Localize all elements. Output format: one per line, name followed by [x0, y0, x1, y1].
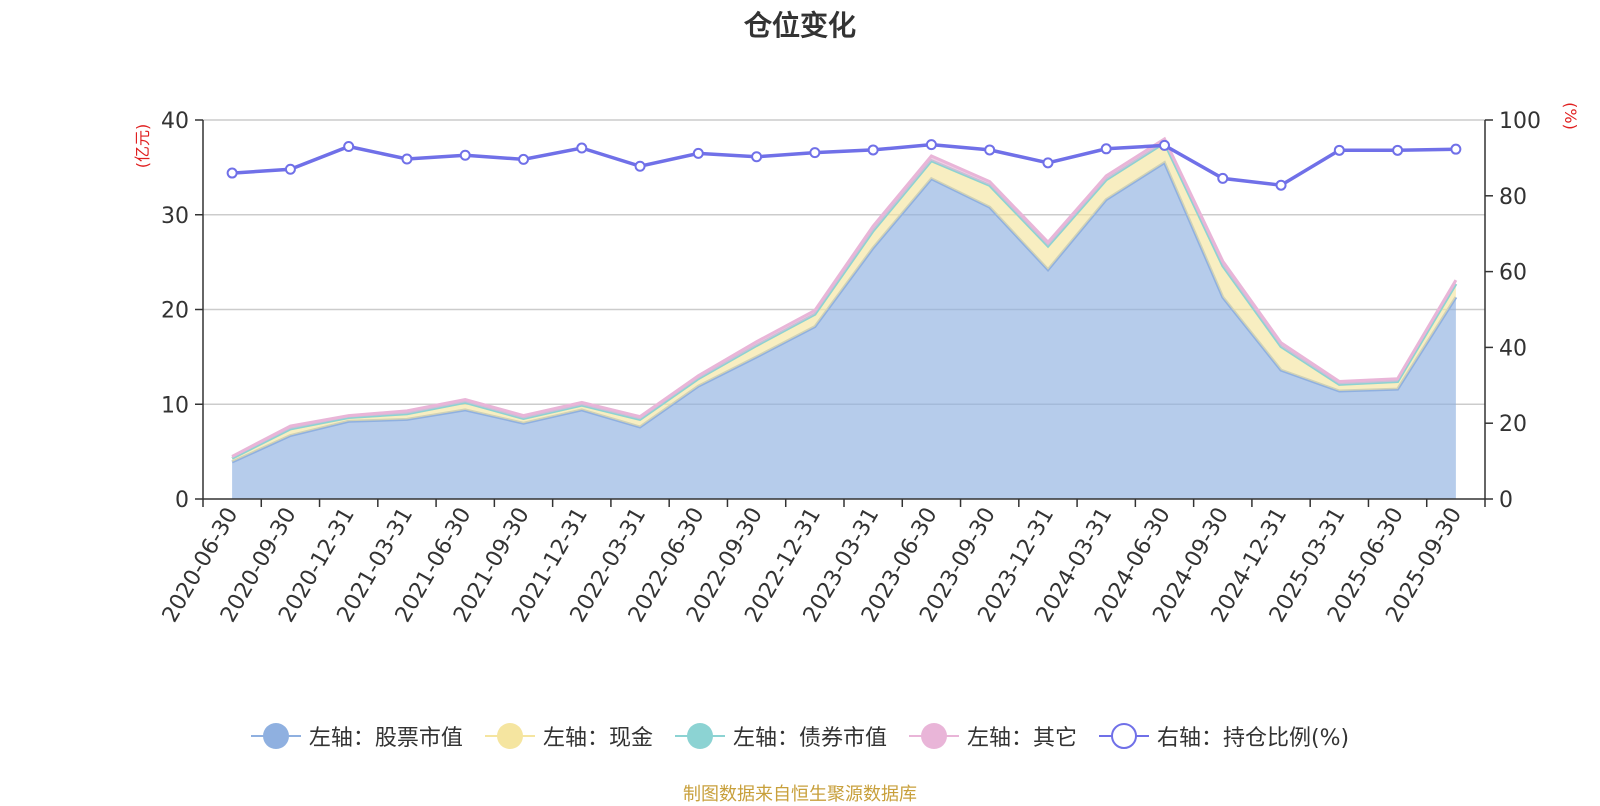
legend-label: 左轴：股票市值	[308, 726, 463, 751]
ratio-point	[751, 151, 763, 163]
right-tick-label: 20	[1499, 412, 1527, 437]
legend-label: 左轴：现金	[542, 726, 653, 751]
ratio-point	[1042, 157, 1054, 169]
stacked-areas	[231, 136, 1458, 499]
ratio-point	[809, 147, 821, 159]
source-note: 制图数据来自恒生聚源数据库	[683, 784, 917, 805]
legend-marker-icon	[1098, 723, 1149, 749]
ratio-point	[226, 167, 238, 179]
legend-marker-icon	[250, 723, 301, 749]
ratio-point	[1392, 144, 1404, 156]
legend-label: 左轴：其它	[966, 726, 1077, 751]
legend-marker-icon	[484, 723, 535, 749]
ratio-point	[343, 141, 355, 153]
ratio-point	[867, 144, 879, 156]
ratio-point	[459, 149, 471, 161]
ratio-point	[692, 147, 704, 159]
legend: 左轴：股票市值 左轴：现金 左轴：债券市值 左轴：其它 右轴：持仓比例(%)	[0, 720, 1600, 752]
left-tick-label: 30	[161, 204, 189, 229]
ratio-point	[401, 153, 413, 165]
legend-marker-icon	[908, 723, 959, 749]
left-tick-label: 10	[161, 393, 189, 418]
right-tick-label: 0	[1499, 488, 1513, 513]
legend-item[interactable]: 左轴：现金	[484, 720, 653, 752]
legend-label: 左轴：债券市值	[732, 726, 887, 751]
ratio-point	[984, 144, 996, 156]
legend-item[interactable]: 左轴：债券市值	[674, 720, 887, 752]
right-tick-label: 100	[1499, 109, 1541, 134]
ratio-point	[1450, 143, 1462, 155]
left-tick-label: 20	[161, 299, 189, 324]
ratio-point	[1100, 143, 1112, 155]
legend-marker-icon	[674, 723, 725, 749]
right-tick-label: 60	[1499, 261, 1527, 286]
ratio-point	[634, 160, 646, 172]
right-tick-label: 80	[1499, 185, 1527, 210]
chart-title: 仓位变化	[743, 9, 856, 42]
series-area-0	[232, 162, 1456, 499]
right-tick-label: 40	[1499, 336, 1527, 361]
legend-item[interactable]: 左轴：其它	[908, 720, 1077, 752]
ratio-line	[231, 142, 1456, 188]
legend-label: 右轴：持仓比例(%)	[1156, 726, 1350, 751]
ratio-point	[1159, 139, 1170, 151]
ratio-point	[1217, 172, 1229, 184]
ratio-point	[1333, 144, 1345, 156]
ratio-point	[284, 163, 296, 175]
legend-item[interactable]: 左轴：股票市值	[250, 720, 463, 752]
right-axis-label: (%)	[1561, 102, 1580, 130]
ratio-point	[518, 153, 529, 165]
left-axis-label: (亿元)	[133, 124, 152, 169]
ratio-point	[925, 139, 937, 151]
left-tick-label: 40	[161, 109, 189, 134]
left-tick-label: 0	[175, 488, 189, 513]
position-ratio-line	[226, 139, 1462, 191]
legend-item[interactable]: 右轴：持仓比例(%)	[1098, 720, 1350, 752]
series-edge-3	[231, 136, 1458, 458]
ratio-point	[576, 142, 588, 154]
ratio-point	[1275, 179, 1287, 191]
